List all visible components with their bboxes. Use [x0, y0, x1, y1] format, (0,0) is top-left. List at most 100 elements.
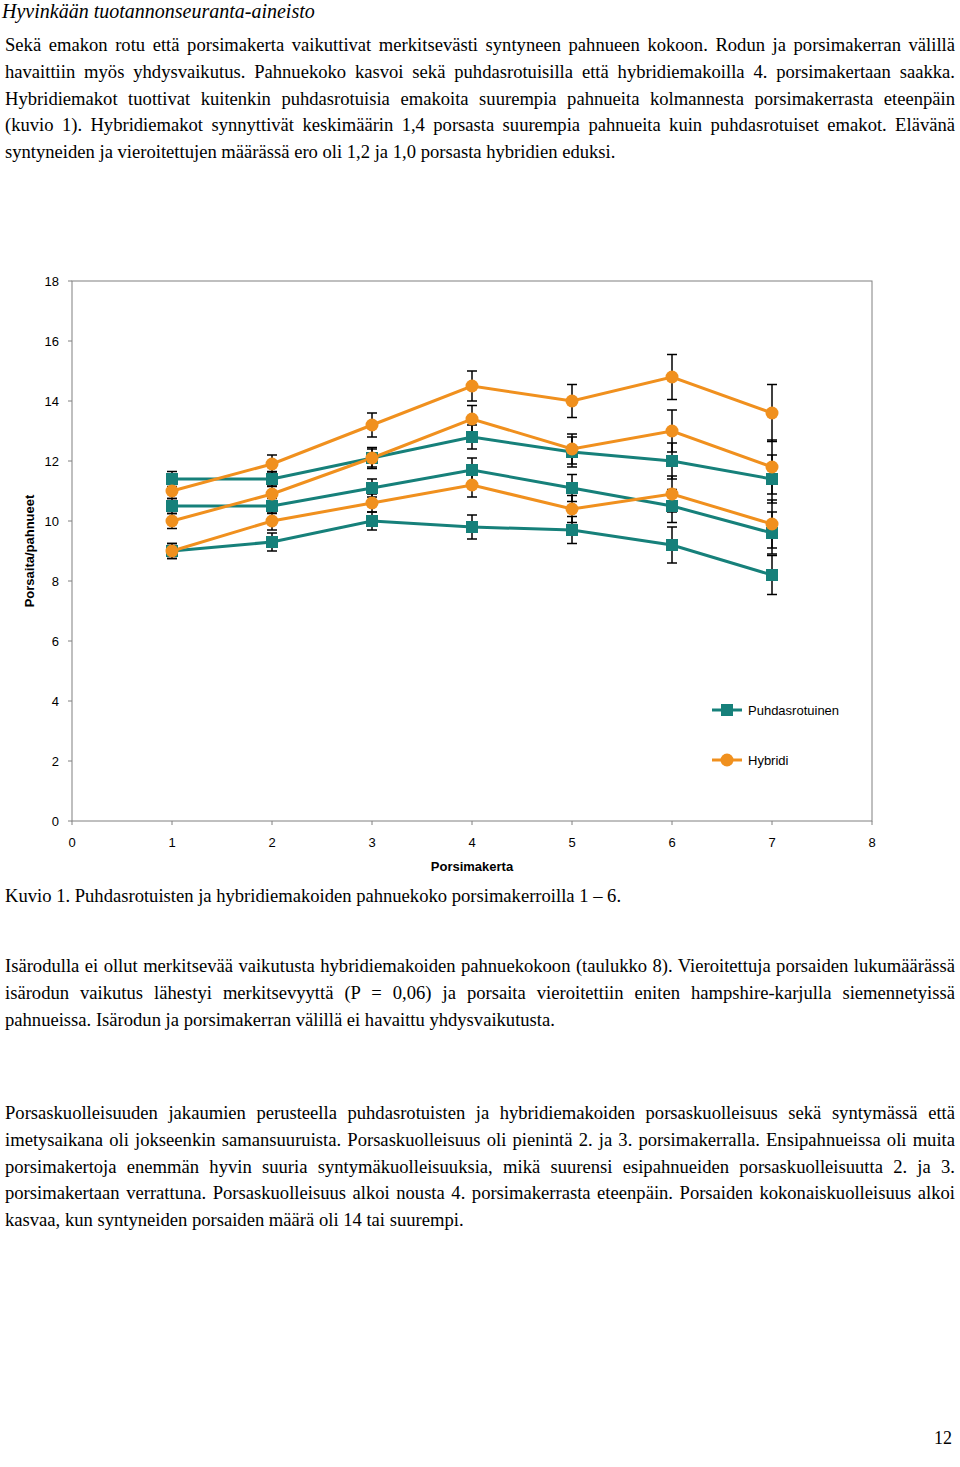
tick-label: 10	[45, 514, 59, 529]
tick-label: 0	[52, 814, 59, 829]
data-point	[766, 407, 779, 420]
error-bar	[467, 515, 477, 539]
tick-label: 0	[68, 835, 75, 850]
data-point	[666, 500, 678, 512]
legend: Puhdasrotuinen Hybridi	[712, 703, 839, 768]
data-point	[566, 503, 579, 516]
data-point	[166, 545, 178, 557]
data-point	[166, 473, 178, 485]
data-point	[366, 452, 379, 465]
data-point	[466, 521, 478, 533]
data-point	[666, 488, 679, 501]
data-point	[366, 419, 379, 432]
error-bar	[167, 472, 177, 487]
data-point	[366, 515, 378, 527]
paragraph: Sekä emakon rotu että porsimakerta vaiku…	[5, 32, 955, 166]
tick-label: 18	[45, 274, 59, 289]
tick-label: 4	[52, 694, 59, 709]
error-bar	[267, 533, 277, 551]
tick-mark	[68, 701, 72, 702]
series-line	[172, 521, 772, 575]
error-bar	[367, 479, 377, 497]
tick-mark	[68, 461, 72, 462]
data-point	[266, 500, 278, 512]
tick-label: 8	[868, 835, 875, 850]
tick-mark	[472, 821, 473, 825]
error-bar	[767, 556, 777, 595]
tick-mark	[68, 521, 72, 522]
series-line	[172, 419, 772, 521]
axis-title: Porsimakerta	[431, 859, 514, 874]
page-number: 12	[934, 1428, 952, 1449]
paragraph: Isärodulla ei ollut merkitsevää vaikutus…	[5, 953, 955, 1033]
tick-mark	[68, 401, 72, 402]
tick-label: 14	[45, 394, 59, 409]
legend-marker	[721, 704, 733, 716]
tick-mark	[372, 821, 373, 825]
data-point	[766, 473, 778, 485]
data-point	[466, 431, 478, 443]
data-point	[666, 539, 678, 551]
tick-mark	[68, 821, 72, 822]
tick-mark	[68, 641, 72, 642]
tick-mark	[572, 821, 573, 825]
error-bar	[367, 512, 377, 530]
tick-mark	[68, 341, 72, 342]
tick-mark	[772, 821, 773, 825]
tick-label: 12	[45, 454, 59, 469]
data-point	[466, 380, 479, 393]
tick-label: 2	[268, 835, 275, 850]
figure-caption: Kuvio 1. Puhdasrotuisten ja hybridiemako…	[5, 885, 621, 907]
legend-label: Hybridi	[748, 753, 789, 768]
data-point	[366, 482, 378, 494]
data-point	[166, 485, 179, 498]
data-point	[666, 455, 678, 467]
data-point	[666, 371, 679, 384]
data-point	[266, 488, 279, 501]
tick-label: 7	[768, 835, 775, 850]
tick-label: 4	[468, 835, 475, 850]
tick-label: 6	[668, 835, 675, 850]
tick-label: 8	[52, 574, 59, 589]
chart: 024681012141618012345678PorsimakertaPors…	[0, 0, 960, 880]
tick-label: 1	[168, 835, 175, 850]
tick-mark	[672, 821, 673, 825]
tick-mark	[68, 581, 72, 582]
data-point	[266, 515, 279, 528]
error-bar	[267, 472, 277, 487]
data-point	[566, 482, 578, 494]
data-point	[466, 413, 479, 426]
tick-mark	[68, 281, 72, 282]
tick-label: 16	[45, 334, 59, 349]
tick-label: 6	[52, 634, 59, 649]
data-point	[566, 443, 579, 456]
tick-mark	[272, 821, 273, 825]
data-point	[766, 569, 778, 581]
data-point	[266, 458, 279, 471]
tick-mark	[872, 821, 873, 825]
axis-title: Porsaita/pahnueet	[22, 494, 37, 607]
error-bar	[267, 499, 277, 514]
tick-label: 3	[368, 835, 375, 850]
tick-mark	[72, 821, 73, 825]
data-point	[366, 452, 378, 464]
data-point	[166, 500, 178, 512]
data-point	[366, 497, 379, 510]
data-point	[766, 461, 779, 474]
data-point	[566, 524, 578, 536]
paragraph: Porsaskuolleisuuden jakaumien perusteell…	[5, 1100, 955, 1234]
legend-label: Puhdasrotuinen	[748, 703, 839, 718]
page-header: Hyvinkään tuotannonseuranta-aineisto	[2, 0, 315, 23]
tick-label: 2	[52, 754, 59, 769]
plot-area	[166, 355, 779, 595]
data-point	[266, 473, 278, 485]
plot-frame	[72, 281, 872, 821]
data-point	[466, 479, 479, 492]
data-point	[266, 536, 278, 548]
data-point	[666, 425, 679, 438]
tick-mark	[172, 821, 173, 825]
tick-mark	[68, 761, 72, 762]
data-point	[166, 515, 179, 528]
data-point	[766, 518, 779, 531]
legend-marker	[721, 754, 734, 767]
